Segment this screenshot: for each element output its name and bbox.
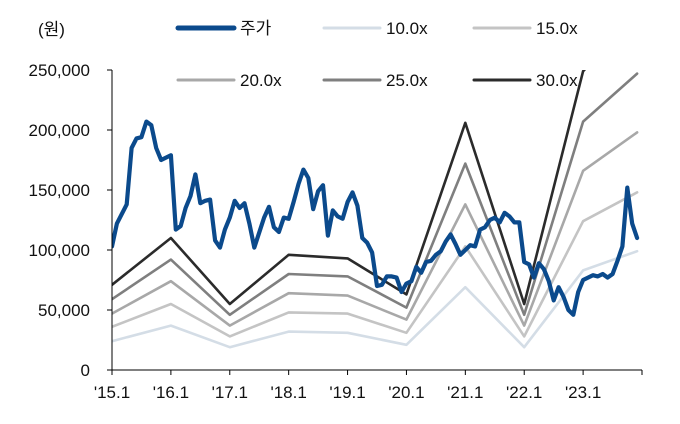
series-line-20.0x [112,131,639,327]
y-axis-label: (원) [38,20,65,39]
legend-label: 20.0x [240,71,282,90]
legend-label: 30.0x [536,71,578,90]
y-axis-ticks: 250,000 200,000 150,000 100,000 50,000 0 [29,61,112,380]
x-tick-label: '23.1 [565,383,601,402]
x-tick-label: '15.1 [94,383,130,402]
legend-label: 25.0x [386,71,428,90]
series-line-25.0x [112,72,639,317]
y-tick-label: 250,000 [29,61,90,80]
x-tick-label: '16.1 [153,383,189,402]
x-axis-ticks: '15.1 '16.1 '17.1 '18.1 '19.1 '20.1 '21.1 '22.1… [94,370,643,402]
y-tick-label: 200,000 [29,121,90,140]
x-tick-label: '19.1 [329,383,365,402]
legend-label: 주가 [240,19,272,38]
x-tick-label: '20.1 [388,383,424,402]
series-line-주가 [112,119,640,317]
y-tick-label: 0 [81,361,90,380]
series-line-10.0x [112,249,639,349]
legend: 주가 10.0x 15.0x 20.0x 25.0x 30.0x [175,19,578,90]
y-tick-label: 150,000 [29,181,90,200]
legend-label: 10.0x [386,19,428,38]
x-tick-label: '18.1 [270,383,306,402]
y-tick-label: 100,000 [29,241,90,260]
legend-label: 15.0x [536,19,578,38]
x-tick-label: '17.1 [212,383,248,402]
x-tick-label: '21.1 [447,383,483,402]
series-line-15.0x [112,191,639,338]
plot-area [112,70,640,349]
x-tick-label: '22.1 [506,383,542,402]
y-tick-label: 50,000 [38,301,90,320]
